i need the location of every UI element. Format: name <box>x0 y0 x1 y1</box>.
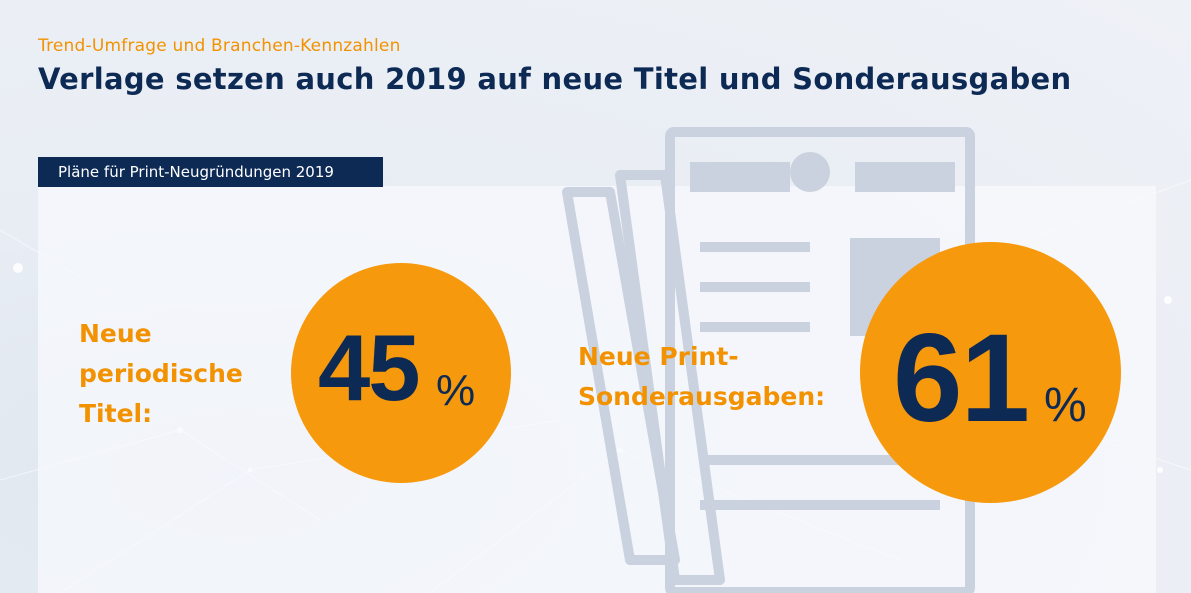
kicker: Trend-Umfrage und Branchen-Kennzahlen <box>38 36 401 56</box>
stat-value: 45 <box>318 315 421 420</box>
stat-circle <box>291 263 511 483</box>
stat-label-sonderausgaben: Neue Print-Sonderausgaben: <box>578 342 826 411</box>
stat-value: 61 <box>893 309 1030 448</box>
page-title: Verlage setzen auch 2019 auf neue Titel … <box>38 62 1072 96</box>
stat-unit: % <box>436 366 476 415</box>
stat-label-periodische-titel: Neue periodische Titel: <box>79 319 243 428</box>
stat-circle <box>860 242 1121 503</box>
section-tag-label: Pläne für Print-Neugründungen 2019 <box>58 163 334 181</box>
section-tag: Pläne für Print-Neugründungen 2019 <box>38 157 383 187</box>
stat-unit: % <box>1044 379 1087 432</box>
